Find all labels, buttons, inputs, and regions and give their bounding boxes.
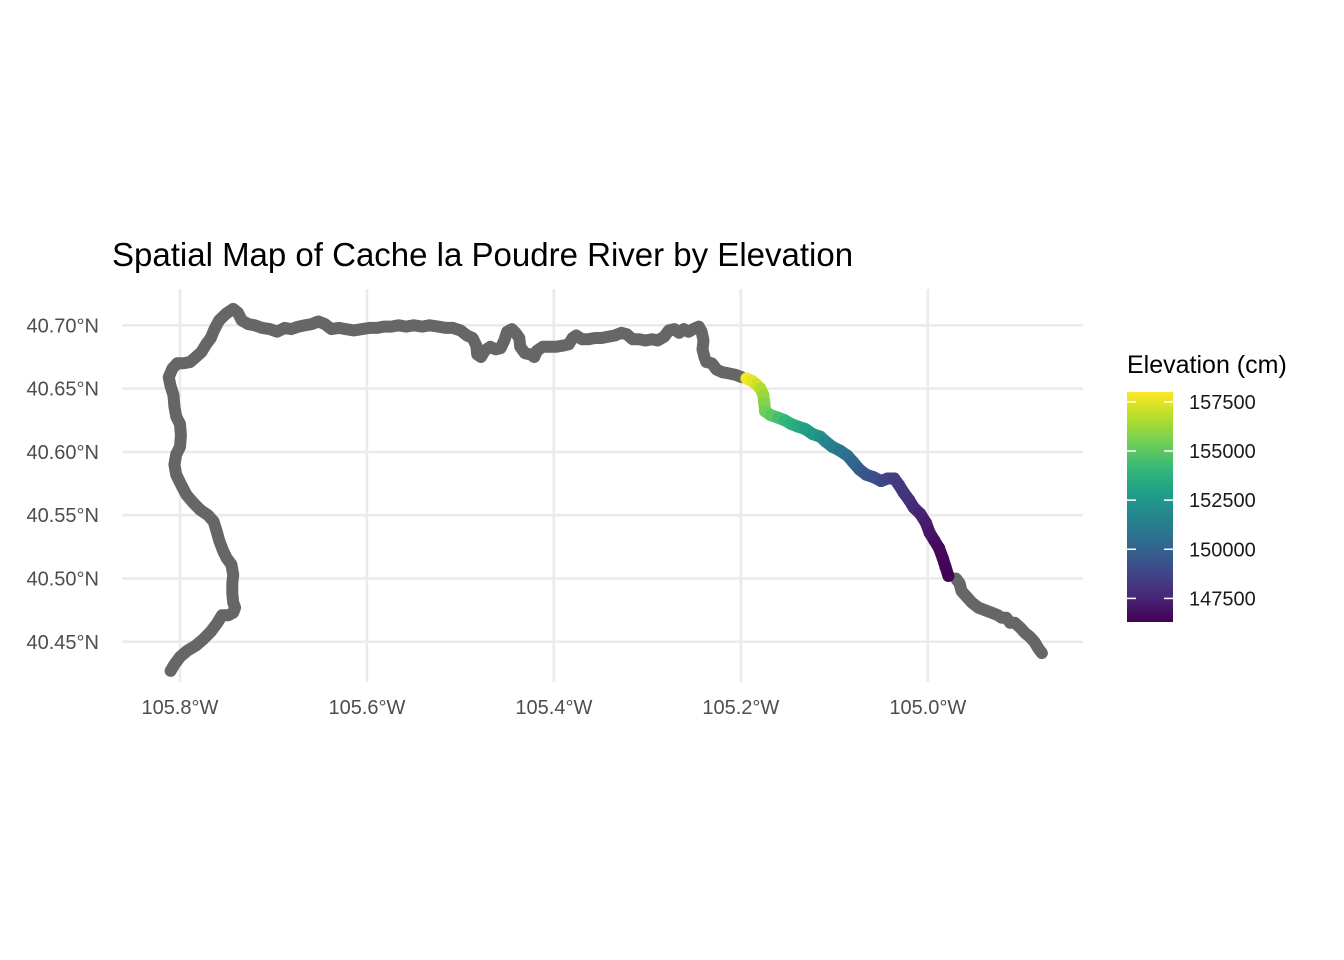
x-tick-label: 105.0°W: [889, 697, 966, 719]
elevation-point: [942, 569, 955, 582]
x-tick-label: 105.4°W: [515, 697, 592, 719]
legend-break-label: 157500: [1189, 392, 1256, 414]
x-tick-label: 105.2°W: [702, 697, 779, 719]
river-layer: [162, 302, 1048, 677]
elevation-point: [914, 507, 927, 520]
legend-break-label: 155000: [1189, 441, 1256, 463]
legend-colorbar: [1127, 392, 1173, 622]
legend-break-label: 150000: [1189, 539, 1256, 561]
elevation-point: [919, 516, 932, 529]
y-tick-label: 40.65°N: [27, 379, 100, 401]
y-tick-label: 40.60°N: [27, 442, 100, 464]
legend-breaks: 157500 155000 152500 150000 147500: [1127, 392, 1256, 610]
river-path-grey-upstream: [162, 302, 748, 677]
elevation-point: [933, 542, 946, 555]
y-tick-label: 40.45°N: [27, 632, 100, 654]
x-axis: 105.8°W 105.6°W 105.4°W 105.2°W 105.0°W: [141, 697, 966, 719]
x-tick-label: 105.6°W: [328, 697, 405, 719]
elevation-point: [758, 396, 771, 409]
y-tick-label: 40.55°N: [27, 505, 100, 527]
elevation-legend: Elevation (cm) 1575001550001525001500001…: [1127, 351, 1287, 622]
plot-title: Spatial Map of Cache la Poudre River by …: [112, 236, 854, 273]
y-tick-label: 40.70°N: [27, 315, 100, 337]
y-tick-label: 40.50°N: [27, 568, 100, 590]
y-axis: 40.45°N 40.50°N 40.55°N 40.60°N 40.65°N 40.70…: [27, 315, 100, 653]
river-path-grey-downstream: [949, 572, 1048, 660]
x-tick-label: 105.8°W: [141, 697, 218, 719]
legend-break-label: 152500: [1189, 490, 1256, 512]
grid-lines: [122, 289, 1083, 682]
legend-break-label: 147500: [1189, 588, 1256, 610]
legend-title: Elevation (cm): [1127, 351, 1287, 379]
